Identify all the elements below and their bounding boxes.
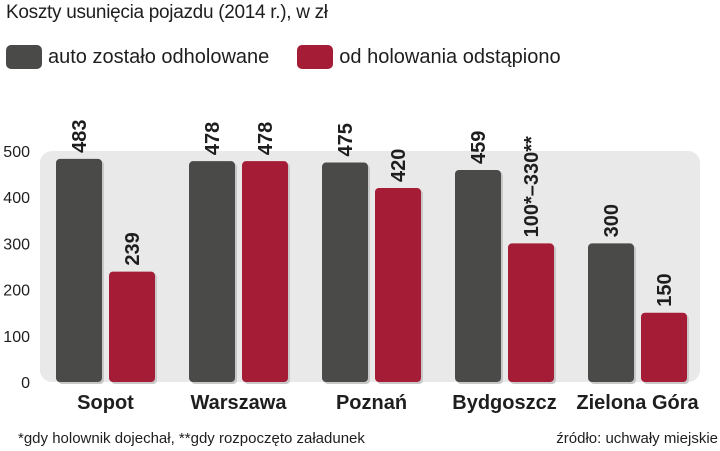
bar	[189, 161, 235, 382]
data-label: 478	[255, 122, 277, 155]
y-tick-label: 200	[3, 283, 30, 300]
data-label: 239	[122, 232, 144, 265]
data-label: 100*–330**	[521, 136, 543, 237]
category-label: Poznań	[336, 392, 407, 414]
data-label: 483	[69, 119, 91, 152]
bar	[322, 162, 368, 382]
y-tick-label: 0	[21, 375, 30, 392]
bar	[588, 243, 634, 382]
bar	[109, 271, 155, 382]
legend: auto zostało odholowane od holowania ods…	[6, 44, 589, 70]
y-tick-label: 100	[3, 329, 30, 346]
y-tick-label: 500	[3, 144, 30, 161]
legend-item-abandoned: od holowania odstąpiono	[297, 45, 561, 69]
bar	[455, 169, 501, 382]
bar	[375, 187, 421, 382]
bar	[641, 312, 687, 382]
category-label: Sopot	[77, 392, 134, 414]
chart-title: Koszty usunięcia pojazdu (2014 r.), w zł	[6, 2, 328, 23]
category-label: Warszawa	[191, 392, 288, 414]
footnote: *gdy holownik dojechał, **gdy rozpoczęto…	[18, 430, 365, 447]
legend-swatch-towed	[6, 45, 42, 69]
category-label: Zielona Góra	[576, 392, 699, 414]
data-label: 300	[601, 204, 623, 237]
legend-swatch-abandoned	[297, 45, 334, 69]
bar	[508, 243, 554, 382]
category-label: Bydgoszcz	[452, 392, 556, 414]
y-tick-label: 400	[3, 190, 30, 207]
data-label: 478	[202, 122, 224, 155]
bar	[242, 161, 288, 382]
legend-label-abandoned: od holowania odstąpiono	[339, 45, 561, 68]
y-tick-label: 300	[3, 236, 30, 253]
legend-item-towed: auto zostało odholowane	[6, 45, 269, 69]
data-label: 150	[654, 273, 676, 306]
source-note: źródło: uchwały miejskie	[556, 430, 718, 447]
data-label: 459	[468, 131, 490, 164]
data-label: 420	[388, 149, 410, 182]
bar	[56, 158, 102, 382]
data-label: 475	[335, 123, 357, 156]
legend-label-towed: auto zostało odholowane	[48, 45, 270, 68]
